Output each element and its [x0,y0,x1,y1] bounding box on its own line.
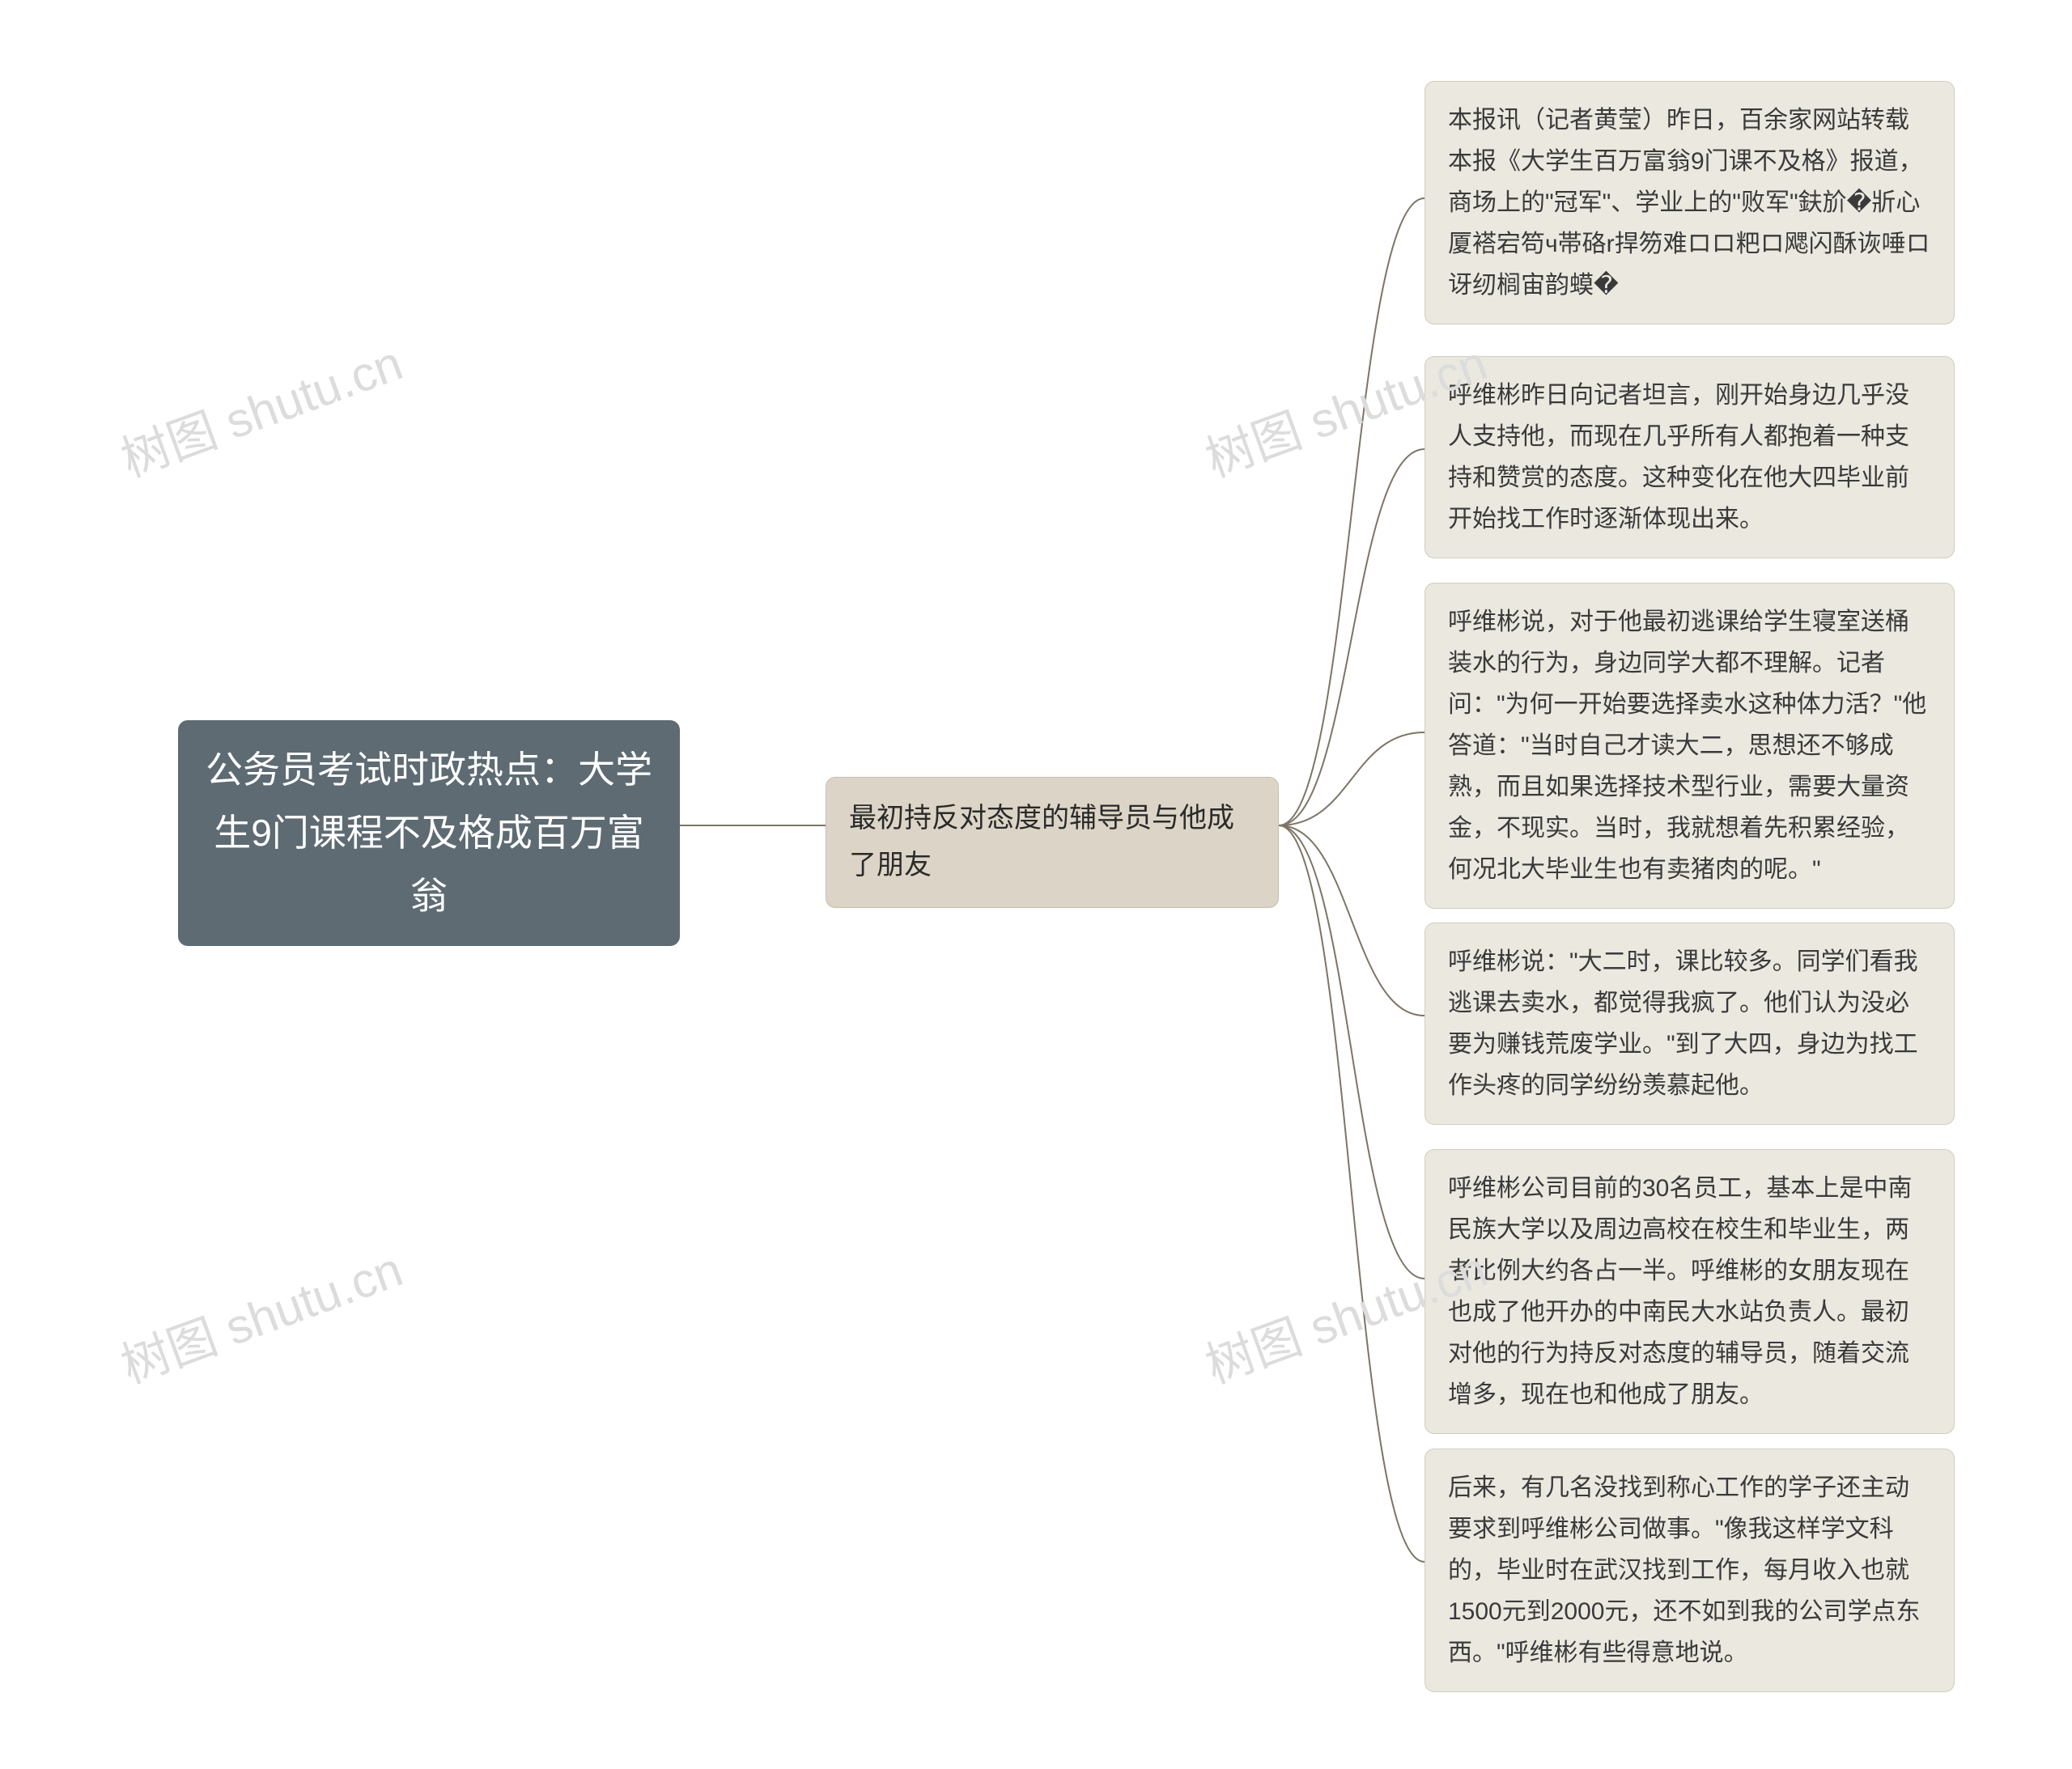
root-node: 公务员考试时政热点：大学生9门课程不及格成百万富翁 [178,720,680,946]
leaf-node: 呼维彬昨日向记者坦言，刚开始身边几乎没人支持他，而现在几乎所有人都抱着一种支持和… [1424,356,1955,558]
leaf-node: 呼维彬公司目前的30名员工，基本上是中南民族大学以及周边高校在校生和毕业生，两者… [1424,1149,1955,1434]
leaf-node: 呼维彬说，对于他最初逃课给学生寝室送桶装水的行为，身边同学大都不理解。记者问："… [1424,583,1955,909]
leaf-node: 呼维彬说："大二时，课比较多。同学们看我逃课去卖水，都觉得我疯了。他们认为没必要… [1424,923,1955,1125]
mindmap-canvas: 公务员考试时政热点：大学生9门课程不及格成百万富翁 最初持反对态度的辅导员与他成… [0,0,2072,1769]
watermark: 树图 shutu.cn [110,1230,410,1397]
leaf-node: 后来，有几名没找到称心工作的学子还主动要求到呼维彬公司做事。"像我这样学文科的，… [1424,1449,1955,1692]
leaf-node: 本报讯（记者黄莹）昨日，百余家网站转载本报《大学生百万富翁9门课不及格》报道，商… [1424,81,1955,325]
branch-node: 最初持反对态度的辅导员与他成了朋友 [826,777,1279,908]
watermark: 树图 shutu.cn [110,324,410,490]
